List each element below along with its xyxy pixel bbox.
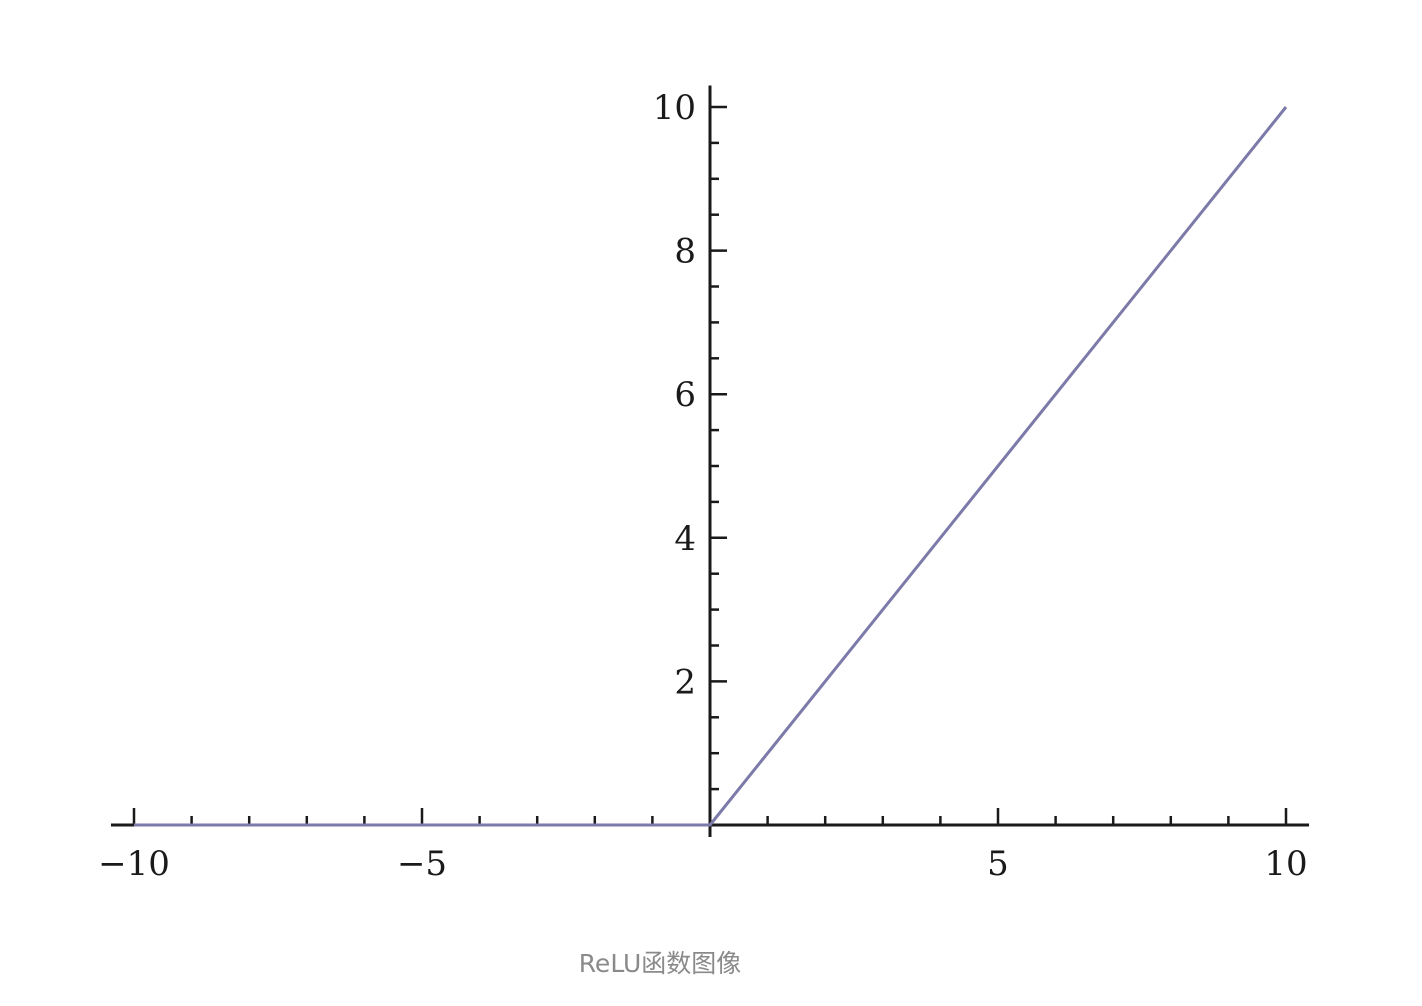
x-tick-label: 10 <box>1264 844 1307 884</box>
y-tick-label: 4 <box>674 519 696 559</box>
x-tick-label: −5 <box>397 844 447 884</box>
y-tick-label: 6 <box>674 375 696 415</box>
relu-series-line <box>134 106 1288 827</box>
chart-caption: ReLU函数图像 <box>578 949 742 978</box>
y-tick-label: 2 <box>674 662 696 702</box>
x-tick-label: −10 <box>98 844 170 884</box>
y-tick-label: 10 <box>653 88 696 128</box>
y-tick-label: 8 <box>674 232 696 272</box>
x-tick-label: 5 <box>987 844 1009 884</box>
